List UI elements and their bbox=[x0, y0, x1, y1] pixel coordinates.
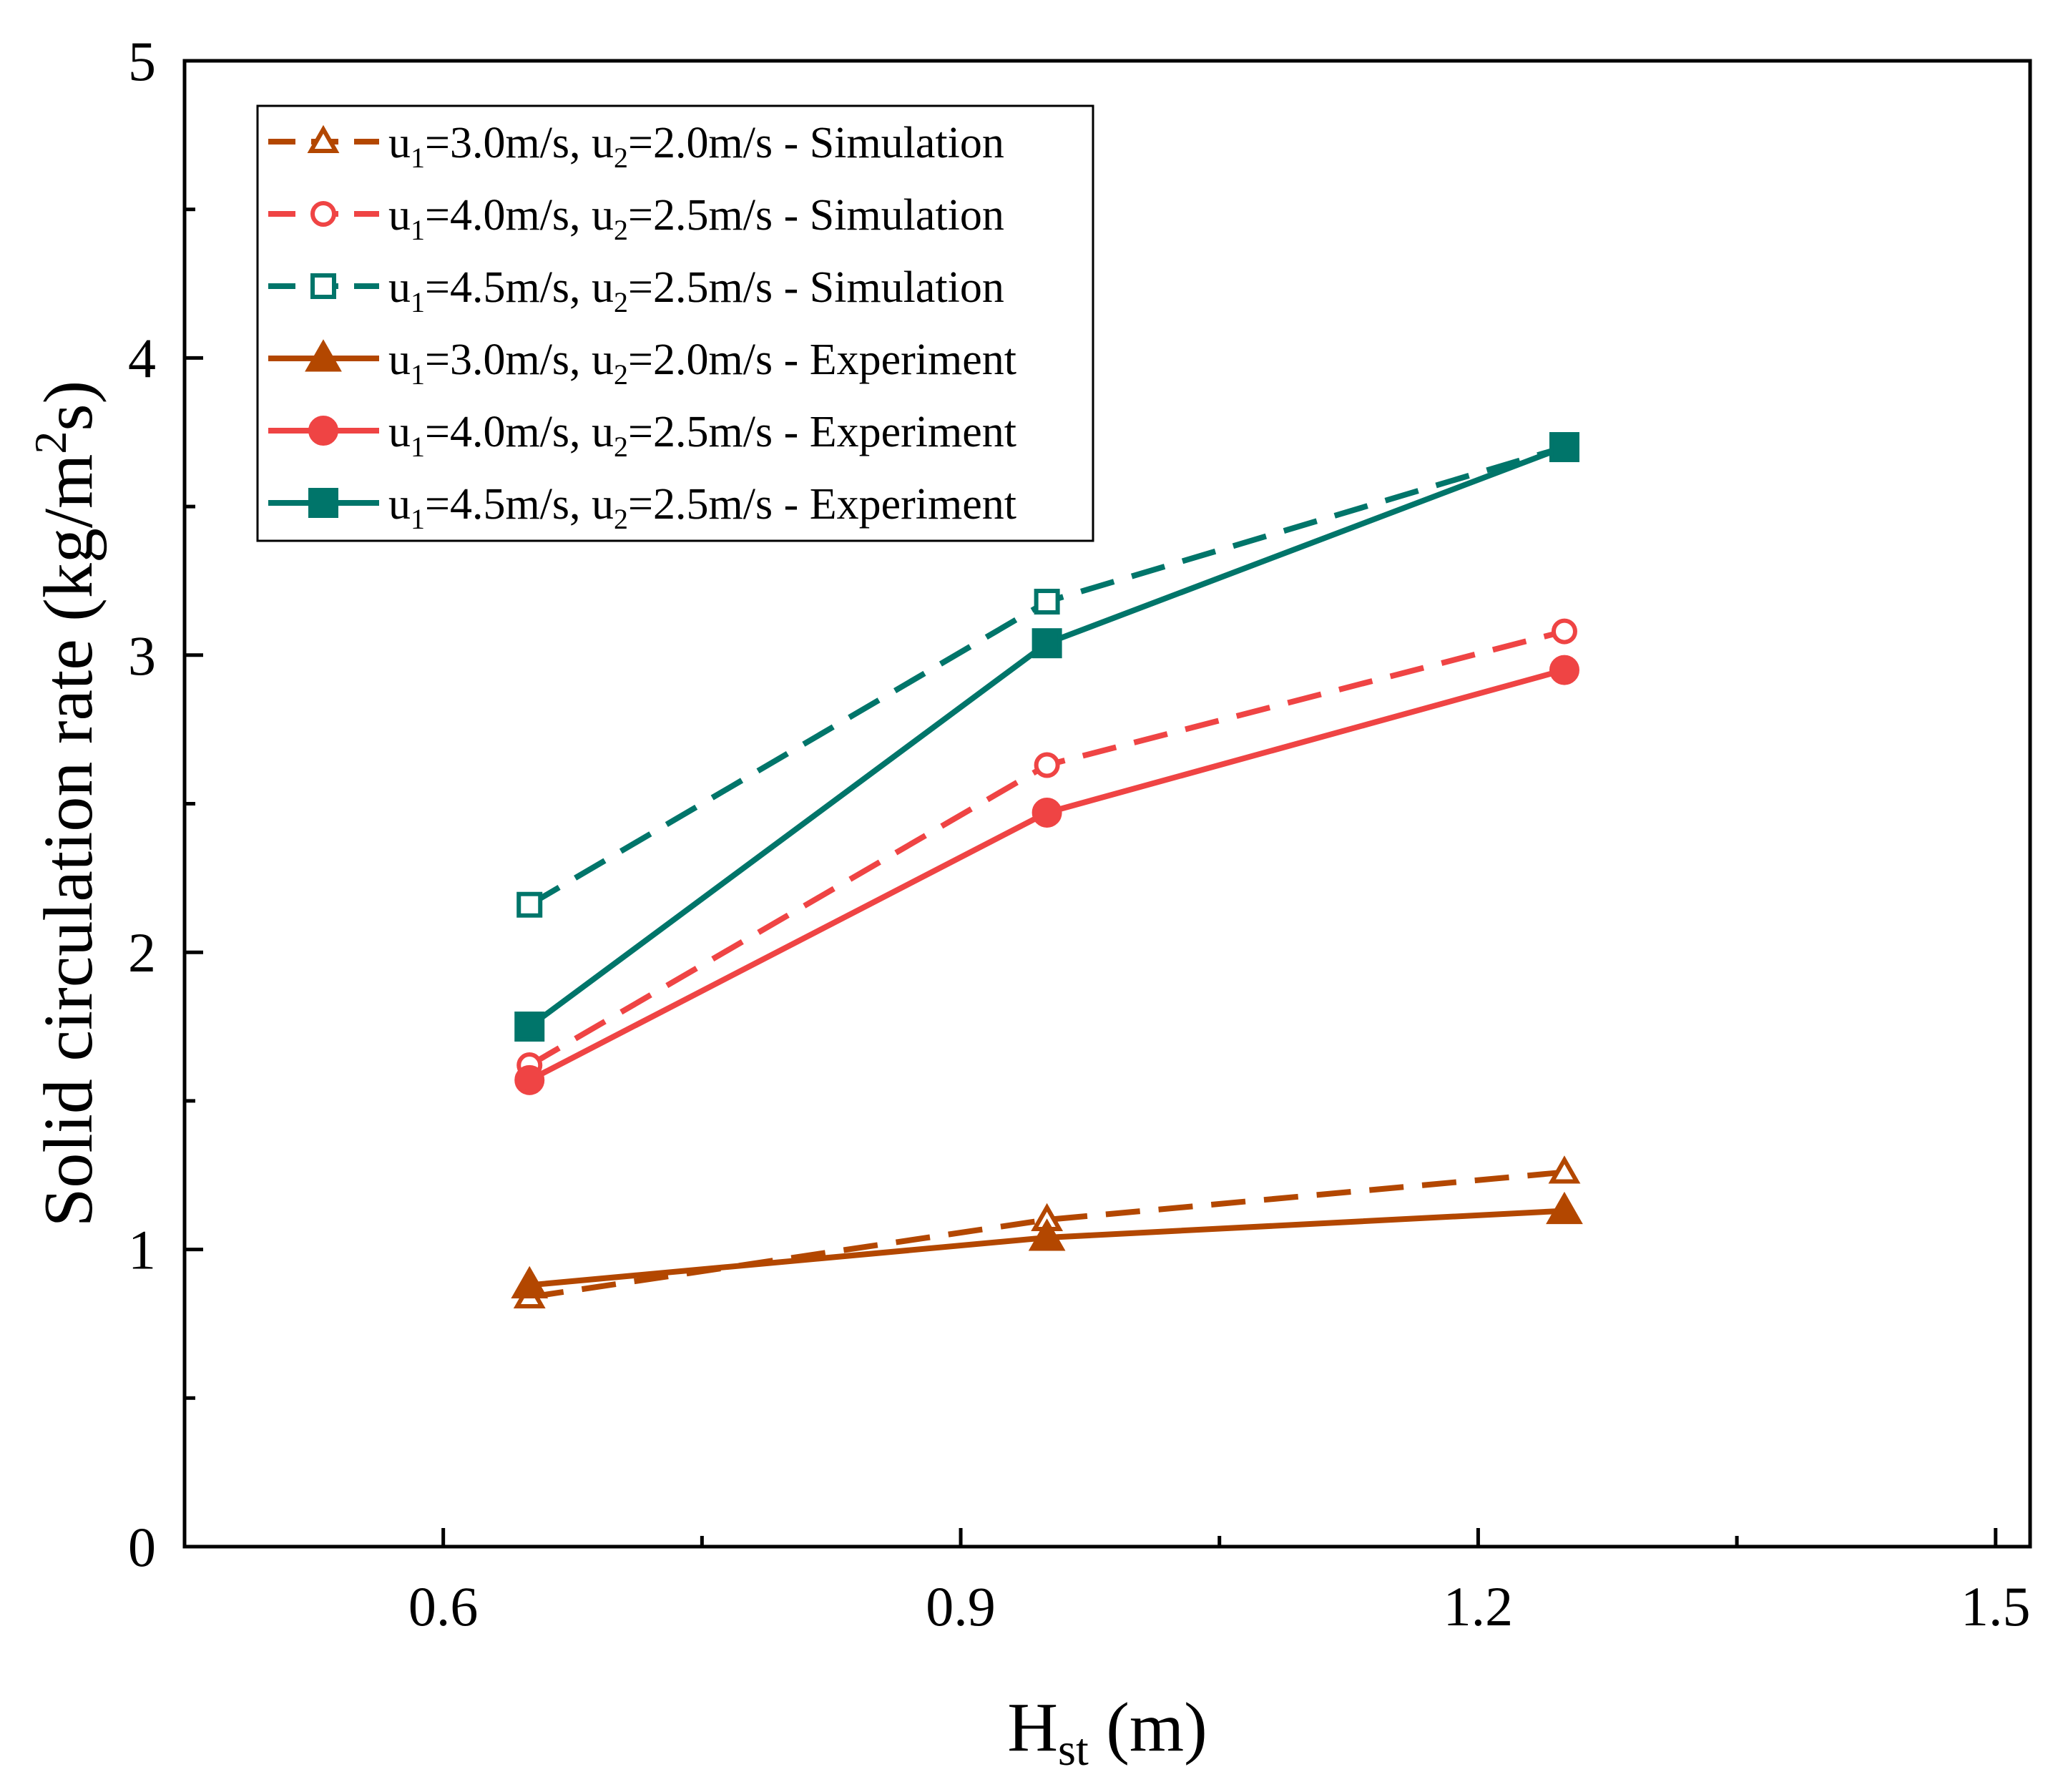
legend-marker bbox=[308, 488, 338, 518]
y-tick-label: 2 bbox=[128, 921, 156, 984]
axis-tick-labels: 0.6 0.9 1.2 1.5 0 1 2 3 4 5 bbox=[128, 30, 2031, 1637]
data-point bbox=[514, 1064, 545, 1095]
y-tick-label: 4 bbox=[128, 327, 156, 389]
series-6 bbox=[514, 432, 1579, 1042]
x-tick-label: 1.2 bbox=[1444, 1575, 1514, 1637]
data-point bbox=[1034, 589, 1060, 615]
legend-box bbox=[256, 104, 1094, 542]
legend-label: u1=4.0m/s, u2=2.5m/s - Simulation bbox=[388, 191, 1004, 246]
legend-marker bbox=[310, 201, 336, 227]
legend-label: u1=3.0m/s, u2=2.0m/s - Experiment bbox=[388, 336, 1016, 391]
x-tick-label: 0.6 bbox=[408, 1575, 479, 1637]
legend-label: u1=3.0m/s, u2=2.0m/s - Simulation bbox=[388, 119, 1004, 174]
data-point bbox=[1548, 1155, 1581, 1184]
data-point bbox=[511, 1265, 549, 1298]
data-point bbox=[1032, 797, 1062, 828]
legend-item: u1=3.0m/s, u2=2.0m/s - Simulation bbox=[268, 119, 1004, 174]
y-axis-label-sup: 2 bbox=[25, 431, 76, 454]
legend-item: u1=4.5m/s, u2=2.5m/s - Experiment bbox=[268, 480, 1016, 535]
y-axis-label-main: Solid circulation rate (kg/m bbox=[30, 454, 107, 1227]
legend-label: u1=4.5m/s, u2=2.5m/s - Simulation bbox=[388, 263, 1004, 318]
x-tick-label: 1.5 bbox=[1961, 1575, 2031, 1637]
legend-marker bbox=[308, 416, 338, 446]
legend: u1=3.0m/s, u2=2.0m/s - Simulation u1=4.0m… bbox=[256, 104, 1094, 542]
series-5 bbox=[514, 655, 1579, 1095]
legend-item: u1=4.0m/s, u2=2.5m/s - Simulation bbox=[268, 191, 1004, 246]
plot-frame bbox=[182, 59, 2032, 1549]
x-axis-label-sub: st bbox=[1058, 1724, 1089, 1775]
y-tick-label: 1 bbox=[128, 1219, 156, 1281]
legend-marker bbox=[305, 339, 342, 372]
y-axis-label-suffix: s) bbox=[30, 381, 107, 431]
legend-item: u1=4.5m/s, u2=2.5m/s - Simulation bbox=[268, 263, 1004, 318]
x-tick-label: 0.9 bbox=[926, 1575, 996, 1637]
data-point bbox=[1034, 752, 1060, 778]
series-4 bbox=[511, 1191, 1583, 1298]
x-axis-label: Hst (m) bbox=[1007, 1689, 1207, 1775]
data-point bbox=[1028, 1218, 1066, 1251]
y-axis-label: Solid circulation rate (kg/m2s) bbox=[25, 381, 107, 1227]
legend-label: u1=4.5m/s, u2=2.5m/s - Experiment bbox=[388, 480, 1016, 535]
y-tick-label: 0 bbox=[128, 1516, 156, 1578]
data-point bbox=[1549, 432, 1579, 463]
legend-item: u1=3.0m/s, u2=2.0m/s - Experiment bbox=[268, 336, 1016, 391]
legend-item: u1=4.0m/s, u2=2.5m/s - Experiment bbox=[268, 408, 1016, 463]
legend-label: u1=4.0m/s, u2=2.5m/s - Experiment bbox=[388, 408, 1016, 463]
data-point bbox=[1032, 628, 1062, 659]
legend-marker bbox=[307, 124, 340, 153]
y-tick-label: 5 bbox=[128, 30, 156, 92]
data-point bbox=[514, 1012, 545, 1042]
legend-marker bbox=[310, 273, 336, 299]
data-point bbox=[516, 891, 543, 918]
data-point bbox=[1546, 1191, 1583, 1225]
y-tick-label: 3 bbox=[128, 625, 156, 687]
x-axis-label-main: H bbox=[1007, 1689, 1058, 1766]
data-point bbox=[1549, 655, 1579, 685]
series-layer bbox=[511, 432, 1583, 1309]
x-axis-label-suffix: (m) bbox=[1089, 1689, 1207, 1766]
data-point bbox=[1551, 618, 1577, 645]
